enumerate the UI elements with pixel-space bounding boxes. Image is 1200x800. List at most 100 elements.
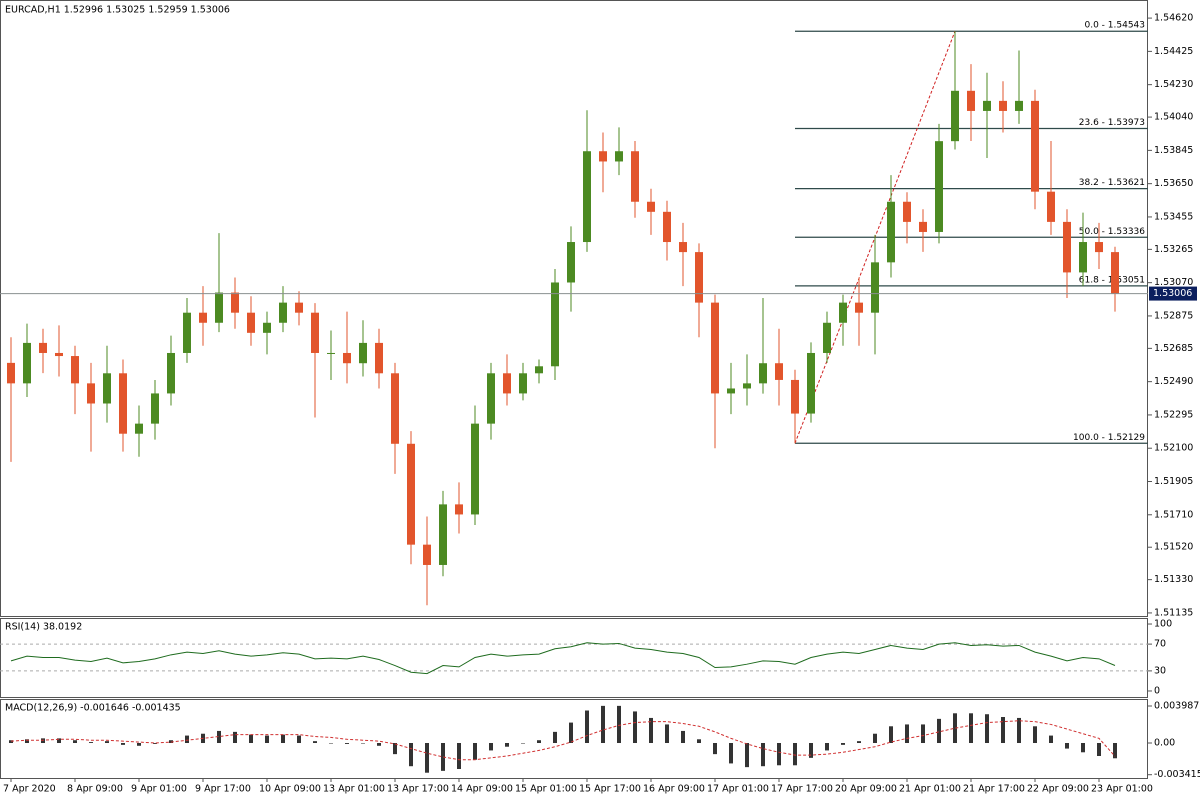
candle-body — [615, 151, 623, 162]
macd-bar — [377, 743, 381, 746]
macd-bar — [825, 743, 829, 751]
candle-body — [903, 201, 911, 222]
y-tick-label: 1.51905 — [1154, 476, 1193, 487]
candle-body — [967, 90, 975, 111]
macd-bar — [25, 739, 29, 744]
candle-body — [7, 362, 15, 384]
macd-bar — [57, 738, 61, 744]
rsi-tick-label: 0 — [1154, 685, 1160, 696]
macd-bar — [121, 743, 125, 745]
macd-bar — [777, 743, 781, 766]
y-tick-label: 1.53265 — [1154, 244, 1193, 255]
candle-body — [839, 302, 847, 323]
macd-title: MACD(12,26,9) -0.001646 -0.001435 — [5, 703, 181, 714]
macd-panel — [0, 699, 1148, 779]
candle-body — [407, 443, 415, 545]
candle-body — [423, 544, 431, 565]
y-tick-label: 1.51710 — [1154, 509, 1193, 520]
macd-signal — [10, 720, 1116, 761]
macd-bar — [745, 743, 749, 768]
x-tick-label: 21 Apr 01:00 — [899, 784, 961, 795]
macd-bar — [313, 741, 317, 744]
y-tick-label: 1.54425 — [1154, 46, 1193, 57]
candle-body — [295, 302, 303, 313]
y-tick-label: 1.54040 — [1154, 112, 1193, 123]
macd-bar — [153, 743, 157, 744]
x-tick-label: 13 Apr 17:00 — [387, 784, 449, 795]
rsi-title: RSI(14) 38.0192 — [5, 622, 82, 633]
macd-bar — [73, 740, 77, 744]
candle-body — [663, 211, 671, 243]
x-tick-label: 23 Apr 01:00 — [1091, 784, 1153, 795]
macd-bar — [665, 724, 669, 744]
y-tick-label: 1.53455 — [1154, 211, 1193, 222]
candle-body — [119, 373, 127, 434]
candle-body — [695, 252, 703, 303]
fib-label: 0.0 - 1.54543 — [1085, 21, 1146, 31]
x-tick-label: 10 Apr 09:00 — [259, 784, 321, 795]
y-tick-label: 1.51520 — [1154, 542, 1193, 553]
y-tick-label: 1.53070 — [1154, 277, 1193, 288]
candle-body — [263, 322, 271, 333]
rsi-panel — [0, 618, 1148, 698]
candle-body — [551, 282, 559, 367]
macd-bar — [793, 743, 797, 766]
candle-body — [487, 373, 495, 424]
macd-bar — [553, 731, 557, 744]
y-tick-label: 1.52490 — [1154, 376, 1193, 387]
x-tick-label: 15 Apr 01:00 — [515, 784, 577, 795]
macd-bar — [857, 741, 861, 744]
y-tick-label: 1.54620 — [1154, 13, 1193, 24]
candle-body — [135, 423, 143, 434]
candle-body — [535, 366, 543, 374]
macd-bar — [985, 714, 989, 744]
macd-bar — [281, 734, 285, 744]
macd-tick-label: -0.003415 — [1154, 769, 1200, 780]
macd-bar — [873, 733, 877, 744]
macd-bar — [1049, 735, 1053, 744]
macd-bar — [233, 731, 237, 744]
macd-bar — [969, 713, 973, 744]
y-tick-label: 1.53845 — [1154, 145, 1193, 156]
candle-body — [743, 383, 751, 389]
candle-body — [87, 383, 95, 404]
candle-body — [983, 100, 991, 111]
macd-bar — [601, 705, 605, 744]
current-price-box — [1149, 286, 1197, 301]
macd-bar — [681, 730, 685, 744]
macd-bar — [297, 735, 301, 744]
candle-body — [503, 373, 511, 394]
macd-bar — [185, 735, 189, 744]
candle-body — [471, 423, 479, 515]
macd-tick-label: 0.00 — [1154, 738, 1175, 749]
candle-body — [439, 504, 447, 565]
candle-body — [823, 322, 831, 353]
macd-bar — [633, 711, 637, 744]
y-tick-label: 1.52295 — [1154, 409, 1193, 420]
candle-body — [1079, 242, 1087, 273]
candle-body — [599, 151, 607, 162]
macd-bar — [809, 743, 813, 758]
y-tick-label: 1.54230 — [1154, 79, 1193, 90]
candle-body — [583, 151, 591, 243]
macd-bar — [937, 718, 941, 744]
candle-body — [215, 292, 223, 323]
candle-body — [807, 352, 815, 414]
macd-bar — [649, 717, 653, 744]
candle-body — [103, 373, 111, 404]
candle-body — [247, 312, 255, 333]
macd-bar — [585, 710, 589, 744]
candle-body — [1031, 100, 1039, 192]
y-tick-label: 1.52875 — [1154, 310, 1193, 321]
x-tick-label: 17 Apr 17:00 — [771, 784, 833, 795]
fib-label: 50.0 - 1.53336 — [1079, 227, 1145, 237]
candle-body — [1095, 242, 1103, 253]
chart-title: EURCAD,H1 1.52996 1.53025 1.52959 1.5300… — [5, 5, 230, 16]
candle-body — [23, 342, 31, 384]
candle-body — [855, 302, 863, 313]
y-tick-label: 1.52100 — [1154, 443, 1193, 454]
candle-body — [359, 342, 367, 364]
macd-bar — [89, 742, 93, 744]
macd-bar — [1081, 743, 1085, 753]
